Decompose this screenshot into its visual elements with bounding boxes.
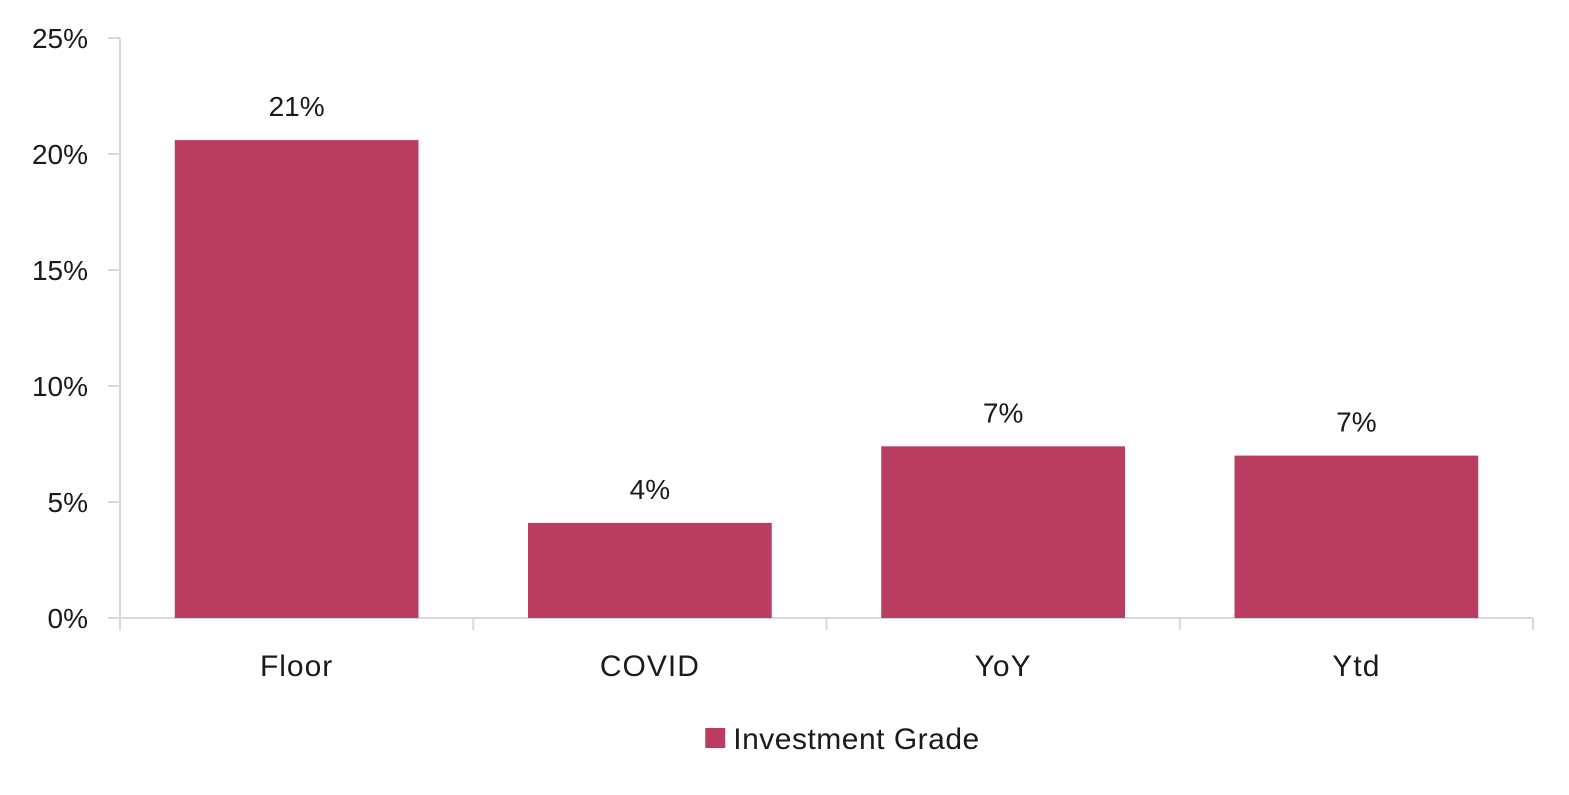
legend-label: Investment Grade [733,723,979,756]
data-label-floor: 21% [269,91,325,122]
x-category-label: Ytd [1332,650,1380,683]
bar-floor [174,140,419,618]
y-tick-label: 5% [48,487,88,518]
data-label-ytd: 7% [1336,407,1376,438]
labels: 0% 5% 10% 15% 20% 25% 21% Floor 4% COVID 7% YoY 7% Yt… [32,23,1380,683]
x-category-label: YoY [975,650,1032,683]
bar-ytd [1234,455,1479,618]
y-tick-label: 20% [32,139,88,170]
data-label-yoy: 7% [983,397,1023,428]
x-category-label: COVID [600,650,700,683]
data-label-covid: 4% [630,474,670,505]
y-tick-label: 0% [48,603,88,634]
y-tick-label: 10% [32,371,88,402]
bars [174,140,1479,618]
legend-swatch [705,728,726,748]
x-category-label: Floor [260,650,333,683]
legend: Investment Grade [705,723,979,756]
y-tick-label: 25% [32,23,88,54]
bar-covid [528,522,772,618]
bar-yoy [881,446,1125,618]
y-tick-label: 15% [32,255,88,286]
